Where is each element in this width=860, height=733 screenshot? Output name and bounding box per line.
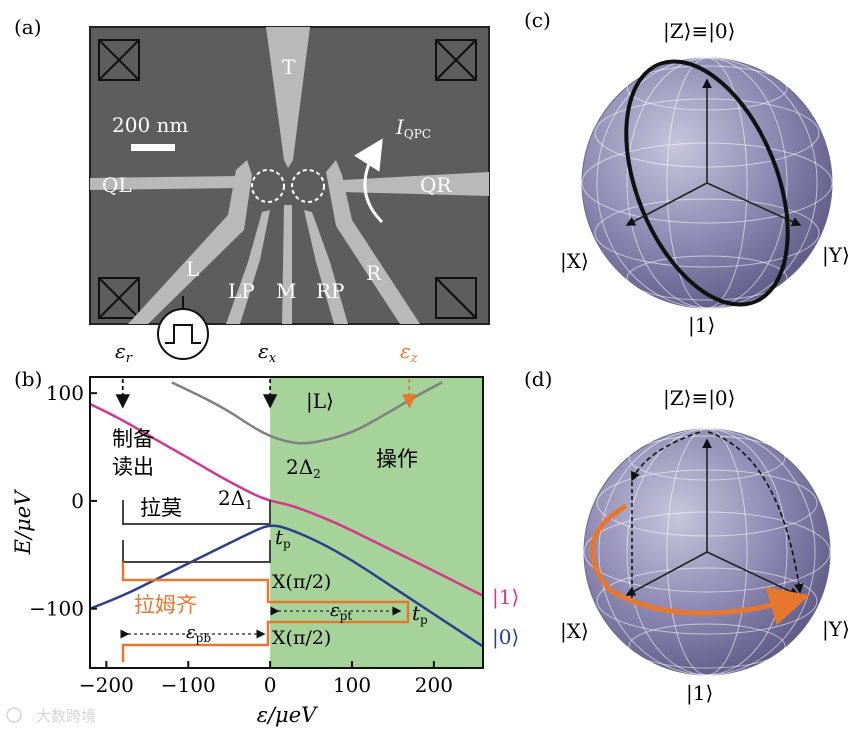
larmor-label: 拉莫: [140, 496, 182, 520]
gate-QR: [334, 172, 489, 196]
tp-label-2: tp: [412, 601, 428, 627]
delta1-label: 2Δ1: [218, 486, 253, 512]
tp-label-1: tp: [275, 525, 291, 551]
bloch-grid-d: [583, 428, 831, 676]
bloch-d-left: |X⟩: [560, 619, 589, 644]
label-QR: QR: [420, 173, 452, 197]
readout-label: 读出: [112, 455, 154, 479]
operate-label: 操作: [376, 447, 418, 471]
y-tick-label-1: 0: [71, 489, 84, 513]
x-tick-label-0: −200: [79, 673, 134, 697]
watermark-text: 大数跨境: [36, 707, 96, 725]
bloch-c-right: |Y⟩: [822, 243, 850, 268]
bloch-c-left: |X⟩: [560, 249, 589, 274]
label-QL: QL: [102, 173, 132, 197]
label-RP: RP: [316, 279, 345, 303]
eps-pt-label: εpt: [330, 600, 352, 623]
left-dot: [251, 169, 285, 203]
gate-L: [128, 160, 252, 324]
gate-QL: [90, 176, 250, 190]
bloch-d-top: |Z⟩≡|0⟩: [663, 386, 735, 411]
qpc-current-label: IQPC: [395, 115, 431, 141]
panel-d: (d) |Z⟩≡|0⟩ |X⟩ |Y⟩ |1⟩: [524, 367, 850, 706]
series-line-2: [90, 524, 483, 648]
y-tick-label-0: −100: [29, 597, 84, 621]
eps-x-label: εx: [258, 339, 277, 366]
state-L-label: |L⟩: [306, 389, 334, 414]
gate-T: [266, 27, 310, 168]
eps-z-label: εz: [400, 339, 418, 366]
bloch-arc-d-left: [631, 431, 701, 482]
panel-d-label: (d): [524, 367, 552, 391]
state-1-label: |1⟩: [492, 585, 519, 610]
bloch-d-right: |Y⟩: [822, 617, 850, 642]
gate-RP: [304, 210, 348, 324]
watermark: 大数跨境: [6, 707, 96, 725]
x-tick-label-3: 100: [333, 673, 371, 697]
label-T: T: [282, 55, 296, 79]
plot-frame: [89, 376, 484, 669]
gate-R: [326, 160, 420, 324]
pulse-larmor: [122, 500, 271, 525]
state-0-label: |0⟩: [492, 625, 519, 650]
bloch-c-top: |Z⟩≡|0⟩: [663, 19, 735, 44]
delta2-label: 2Δ2: [286, 455, 321, 481]
x-tick-label-4: 200: [415, 673, 453, 697]
panel-b-label: (b): [14, 367, 42, 391]
panel-a: (a) 200 nm T QL QR: [14, 15, 490, 366]
pulse-ramsey: [121, 562, 410, 662]
energy-chart: −200 −100 0 100 200 −100 0 100 ε/μeV E/μeV: [11, 376, 484, 727]
gate-LP: [226, 210, 270, 324]
panel-a-label: (a): [14, 15, 42, 39]
prep-label: 制备: [112, 427, 154, 451]
label-M: M: [276, 279, 296, 303]
label-LP: LP: [228, 279, 255, 303]
pulse-source: [157, 308, 209, 360]
right-dot: [291, 169, 325, 203]
eps-r-label: εr: [115, 339, 133, 366]
gate-M: [282, 205, 292, 324]
bloch-d-bottom: |1⟩: [686, 681, 713, 706]
y-axis-label: E/μeV: [11, 489, 35, 555]
x-pi2-label-1: X(π/2): [272, 571, 331, 593]
series-line-0: [171, 381, 443, 445]
qpc-current-arrow: [354, 138, 384, 224]
bloch-c-bottom: |1⟩: [688, 313, 715, 338]
bloch-trajectory-d: [589, 503, 810, 626]
scale-bar: [131, 144, 175, 151]
label-L: L: [186, 257, 199, 281]
scale-bar-label: 200 nm: [112, 113, 188, 137]
gate-electrodes: [90, 27, 489, 324]
bloch-grid-c: [581, 57, 833, 309]
label-R: R: [366, 261, 382, 285]
bloch-trajectory-c: [624, 59, 790, 307]
pulse-tp-gray: [122, 540, 271, 563]
ramsey-label: 拉姆齐: [134, 593, 197, 617]
bloch-arc-d-right: [707, 431, 804, 594]
eps-pb-label: εpb: [186, 622, 211, 645]
pulse-icon: [165, 324, 201, 344]
panel-c: (c) |Z⟩≡|0⟩ |X⟩ |Y⟩ |1⟩: [524, 8, 850, 338]
x-axis-label: ε/μeV: [257, 703, 318, 727]
x-tick-label-1: −100: [161, 673, 216, 697]
bloch-axes-c: [625, 78, 802, 227]
watermark-logo-icon: [6, 707, 22, 723]
panel-b: (b) −200 −100 0 100 200 −100 0 100 ε/μeV E/μeV 制备…: [11, 367, 519, 727]
y-tick-label-2: 100: [46, 381, 84, 405]
panel-c-label: (c): [524, 8, 551, 32]
bond-pads: [98, 39, 477, 319]
series-line-1: [90, 402, 483, 597]
operation-region: [270, 377, 483, 668]
x-pi2-label-2: X(π/2): [272, 627, 331, 649]
x-tick-label-2: 0: [264, 673, 277, 697]
